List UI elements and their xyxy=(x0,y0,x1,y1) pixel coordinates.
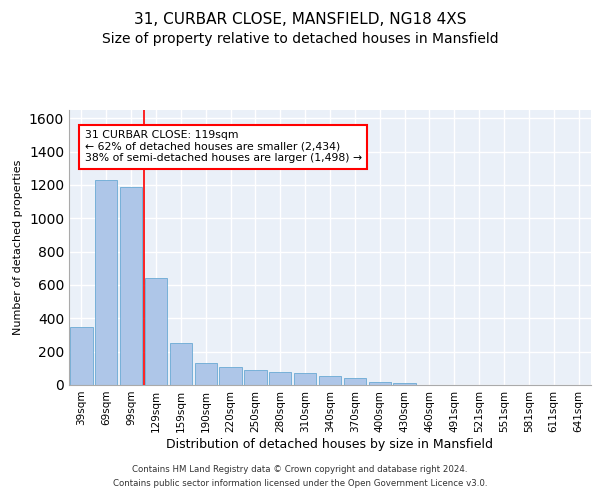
Bar xyxy=(368,382,391,385)
Bar xyxy=(194,364,217,385)
Bar xyxy=(244,370,266,385)
Bar xyxy=(394,384,416,385)
Bar xyxy=(120,186,142,385)
Text: Contains HM Land Registry data © Crown copyright and database right 2024.
Contai: Contains HM Land Registry data © Crown c… xyxy=(113,466,487,487)
Text: Size of property relative to detached houses in Mansfield: Size of property relative to detached ho… xyxy=(101,32,499,46)
Bar xyxy=(95,180,118,385)
Bar xyxy=(170,344,192,385)
Text: 31, CURBAR CLOSE, MANSFIELD, NG18 4XS: 31, CURBAR CLOSE, MANSFIELD, NG18 4XS xyxy=(134,12,466,28)
Bar xyxy=(294,374,316,385)
Y-axis label: Number of detached properties: Number of detached properties xyxy=(13,160,23,335)
X-axis label: Distribution of detached houses by size in Mansfield: Distribution of detached houses by size … xyxy=(167,438,493,450)
Bar xyxy=(269,372,292,385)
Bar xyxy=(220,366,242,385)
Text: 31 CURBAR CLOSE: 119sqm
← 62% of detached houses are smaller (2,434)
38% of semi: 31 CURBAR CLOSE: 119sqm ← 62% of detache… xyxy=(85,130,362,163)
Bar xyxy=(319,376,341,385)
Bar xyxy=(145,278,167,385)
Bar xyxy=(70,326,92,385)
Bar xyxy=(344,378,366,385)
